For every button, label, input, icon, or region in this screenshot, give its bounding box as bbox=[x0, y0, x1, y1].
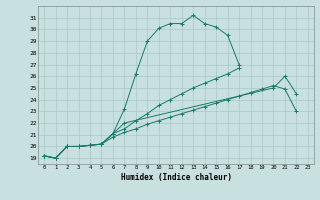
X-axis label: Humidex (Indice chaleur): Humidex (Indice chaleur) bbox=[121, 173, 231, 182]
